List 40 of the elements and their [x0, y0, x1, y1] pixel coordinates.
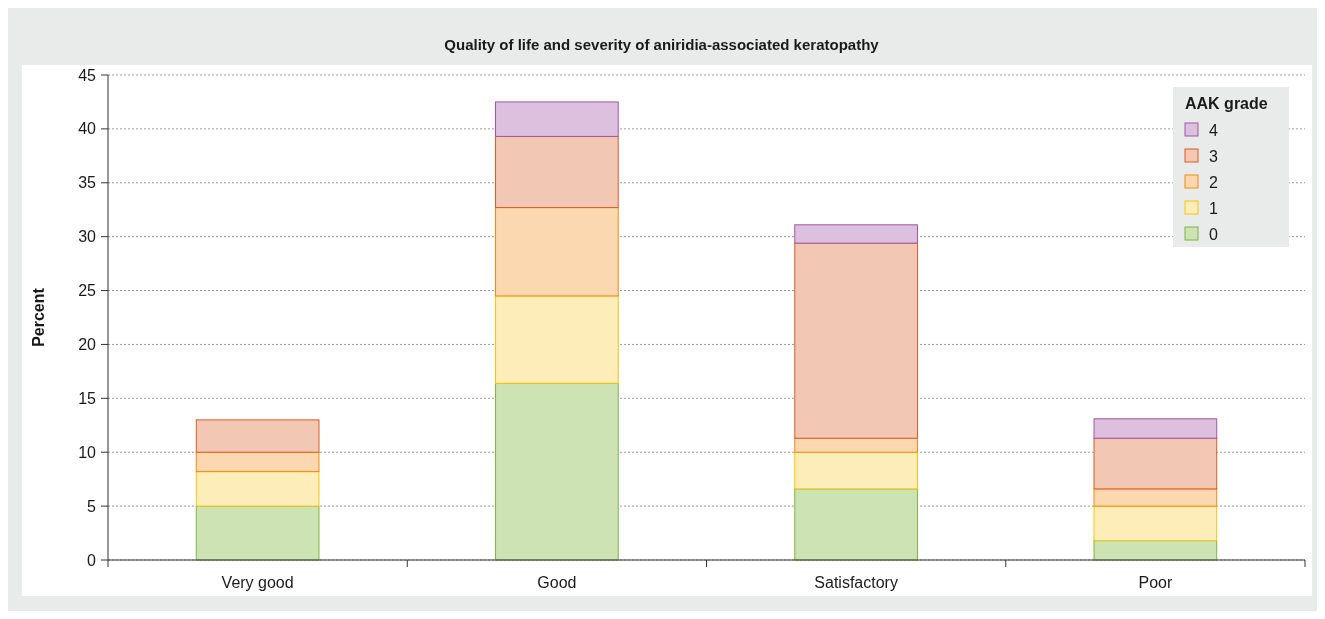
y-tick-label: 30	[78, 228, 97, 246]
bar	[794, 224, 918, 244]
chart-title: Quality of life and severity of aniridia-associated keratopathy	[444, 36, 880, 53]
y-tick-label: 0	[87, 551, 97, 569]
y-tick-label: 25	[78, 282, 97, 300]
bar	[1093, 418, 1218, 439]
y-tick-label: 15	[78, 389, 97, 407]
legend-label: 4	[1209, 121, 1218, 139]
bar	[1093, 505, 1218, 542]
bar	[195, 419, 320, 453]
bar	[495, 101, 619, 137]
y-tick-label: 5	[87, 497, 97, 515]
bar	[495, 382, 619, 561]
x-tick-label: Good	[537, 574, 577, 591]
x-tick-label: Poor	[1138, 574, 1173, 591]
y-tick-label: 20	[78, 336, 97, 354]
legend-label: 1	[1209, 199, 1218, 217]
bar	[495, 135, 619, 209]
legend-title: AAK grade	[1185, 95, 1268, 112]
bar	[794, 437, 918, 453]
x-tick-label: Satisfactory	[814, 574, 898, 591]
y-tick-label: 45	[78, 66, 97, 84]
bar	[195, 505, 320, 561]
bar	[1093, 488, 1218, 507]
bar	[794, 451, 918, 490]
y-tick-label: 40	[78, 120, 97, 138]
y-tick-label: 10	[78, 443, 97, 461]
bar	[794, 242, 918, 439]
x-tick-label: Very good	[221, 574, 294, 591]
bar	[195, 451, 320, 473]
y-tick-label: 35	[78, 174, 97, 192]
legend-label: 0	[1209, 225, 1218, 243]
bar	[495, 295, 619, 384]
legend-label: 2	[1209, 173, 1218, 191]
bar	[495, 207, 619, 297]
legend-label: 3	[1209, 147, 1218, 165]
bar	[794, 488, 918, 561]
y-axis-title: Percent	[30, 287, 47, 347]
bar	[1093, 437, 1218, 490]
bar	[195, 471, 320, 507]
